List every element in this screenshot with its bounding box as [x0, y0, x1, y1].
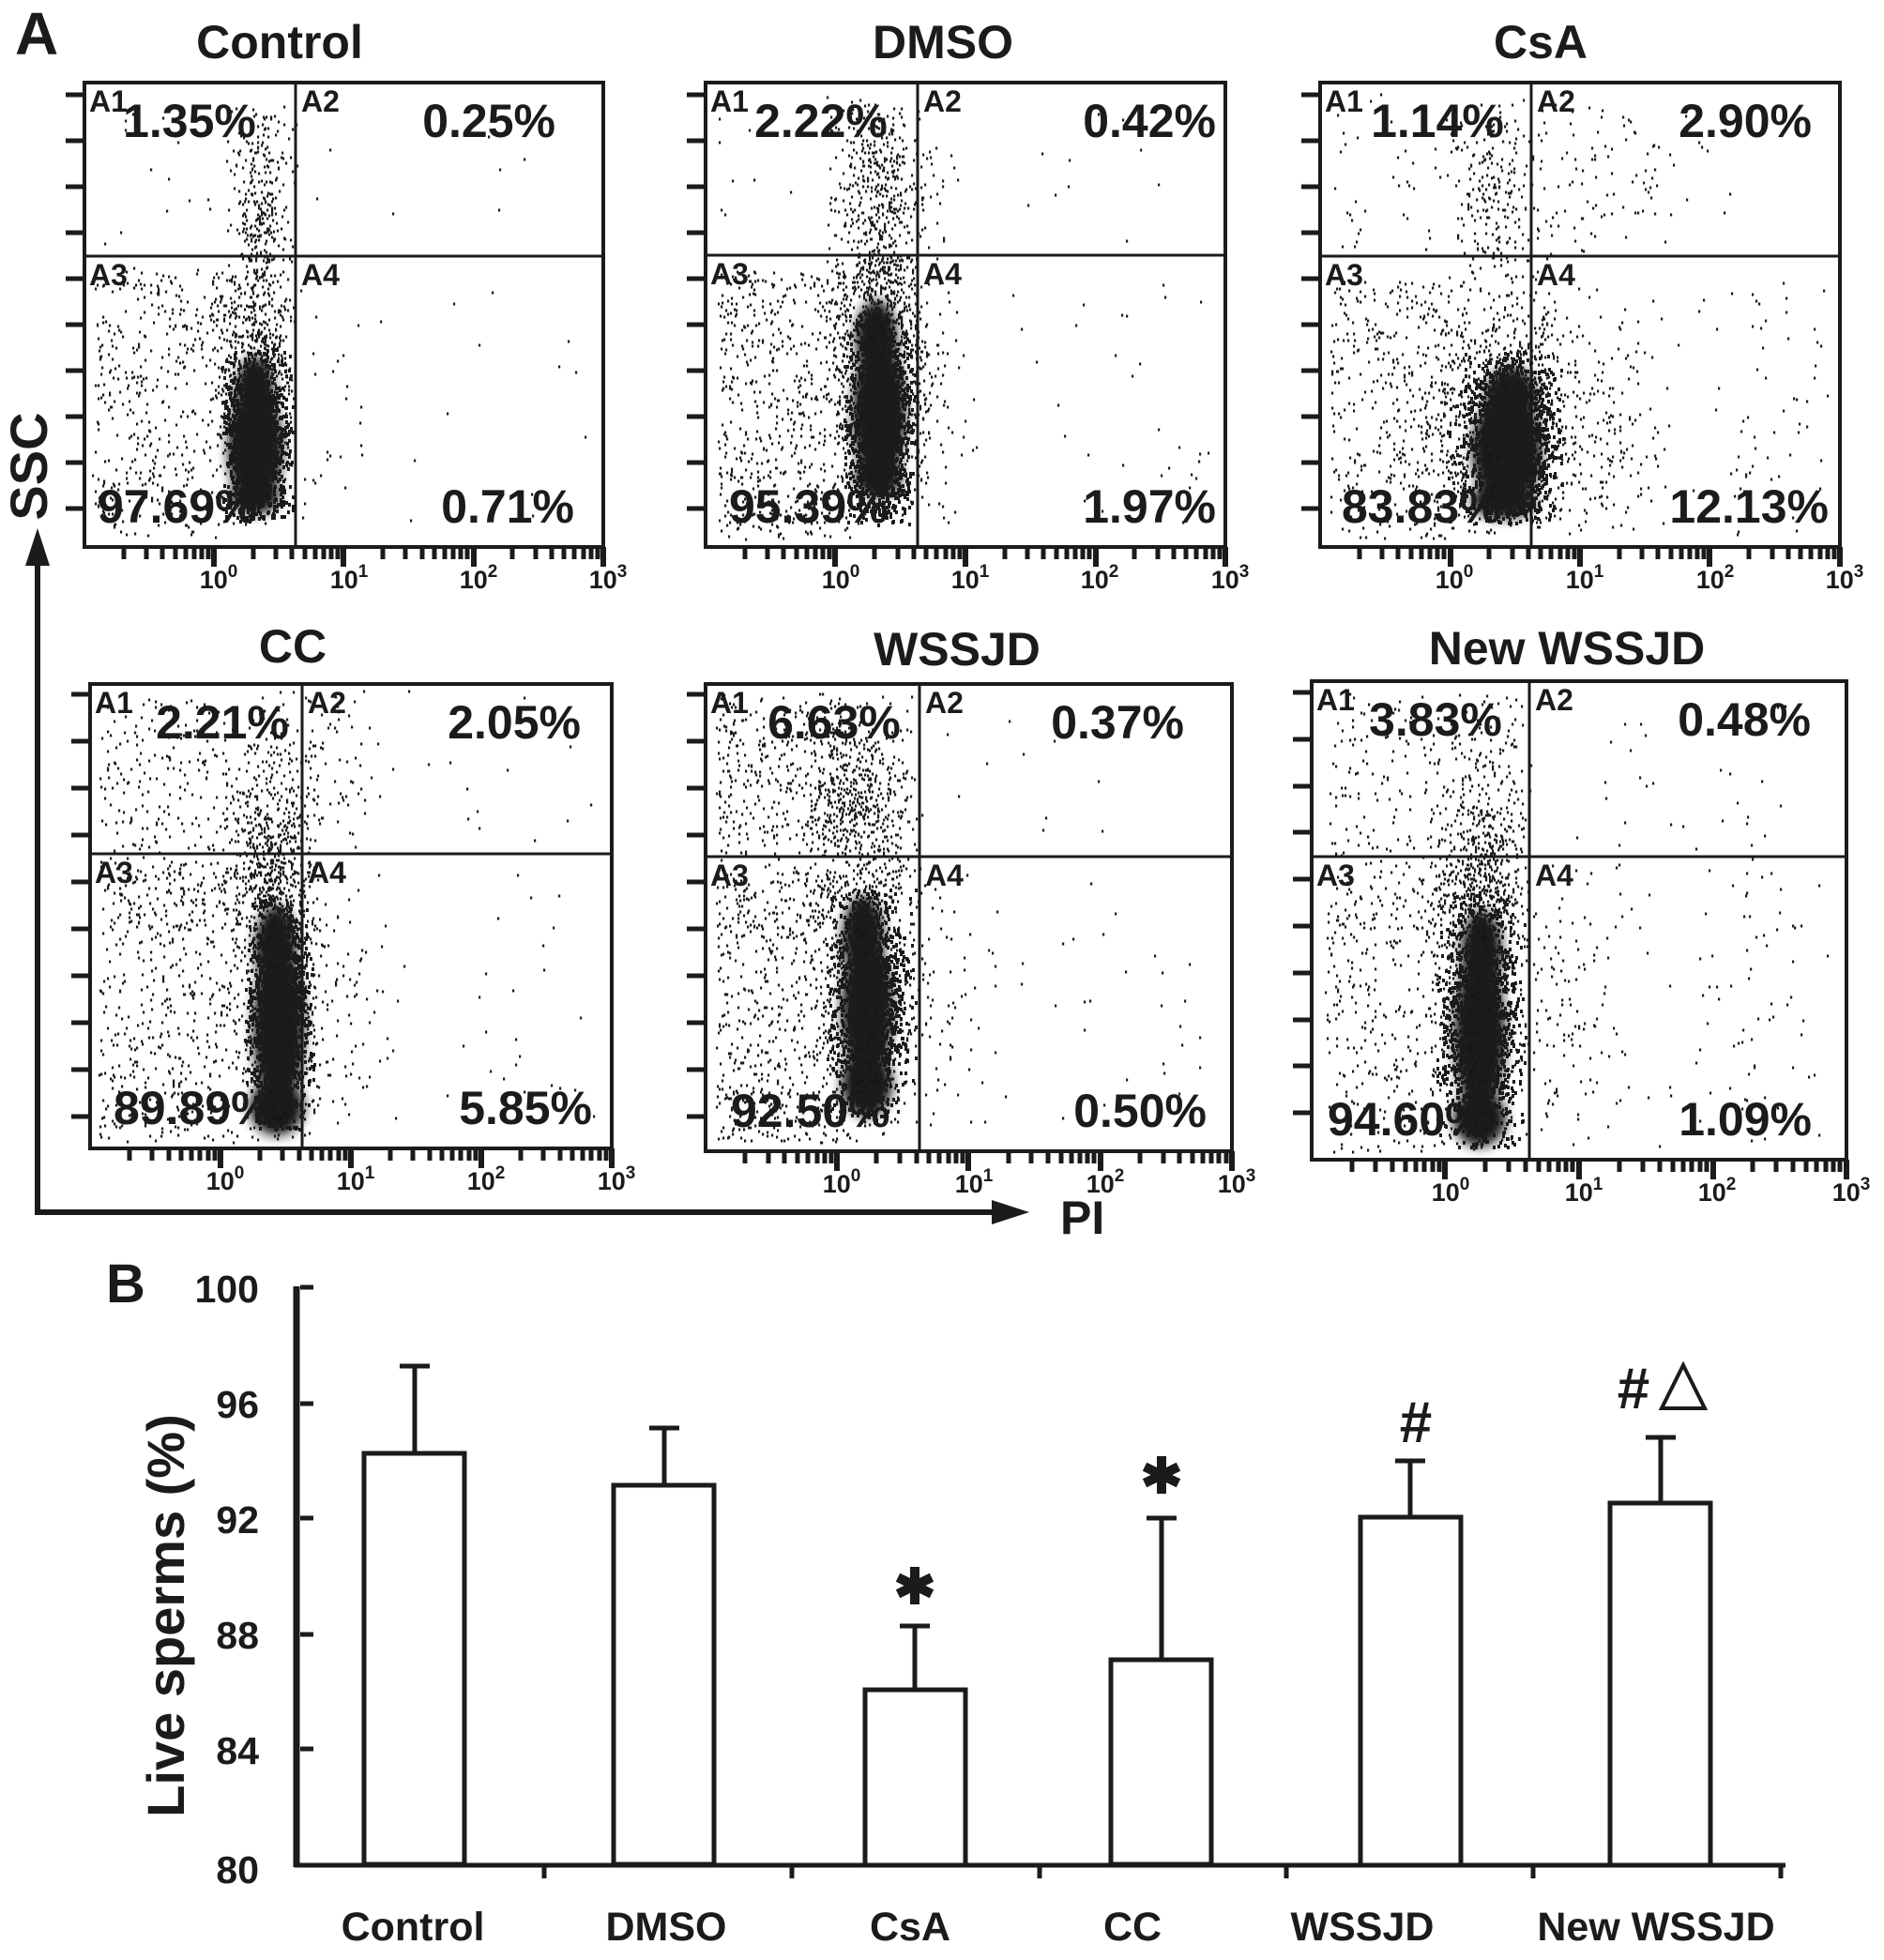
svg-text:A3: A3	[710, 257, 749, 291]
svg-text:92: 92	[216, 1498, 259, 1542]
svg-text:A1: A1	[710, 84, 749, 118]
svg-text:SSC: SSC	[0, 412, 58, 520]
svg-text:96: 96	[216, 1383, 259, 1426]
svg-text:Control: Control	[196, 16, 363, 68]
svg-text:Control: Control	[342, 1905, 485, 1950]
svg-text:103: 103	[1211, 562, 1250, 594]
svg-text:A2: A2	[923, 84, 962, 118]
svg-text:A2: A2	[1537, 84, 1575, 118]
svg-text:WSSJD: WSSJD	[1291, 1905, 1435, 1950]
svg-text:2.05%: 2.05%	[448, 696, 581, 749]
svg-text:83.83%: 83.83%	[1342, 480, 1501, 533]
svg-text:A3: A3	[1316, 858, 1355, 892]
svg-text:A3: A3	[89, 258, 128, 292]
svg-text:CC: CC	[1103, 1905, 1162, 1950]
svg-text:A4: A4	[308, 856, 346, 889]
svg-text:#: #	[1400, 1390, 1432, 1455]
svg-text:A3: A3	[1325, 258, 1363, 292]
svg-text:A3: A3	[710, 858, 749, 892]
svg-text:A3: A3	[95, 856, 133, 889]
svg-text:5.85%: 5.85%	[459, 1082, 592, 1134]
svg-text:A2: A2	[308, 686, 346, 720]
svg-text:DMSO: DMSO	[606, 1905, 727, 1950]
svg-text:A4: A4	[925, 858, 964, 892]
svg-text:3.83%: 3.83%	[1369, 693, 1502, 746]
svg-text:PI: PI	[1060, 1192, 1104, 1244]
svg-text:A1: A1	[710, 686, 749, 720]
svg-text:100: 100	[195, 1268, 259, 1311]
svg-text:89.89%: 89.89%	[114, 1082, 273, 1134]
svg-text:101: 101	[330, 562, 369, 594]
svg-text:1.14%: 1.14%	[1371, 95, 1504, 147]
svg-text:1.97%: 1.97%	[1083, 480, 1216, 533]
svg-text:A1: A1	[95, 686, 133, 720]
svg-text:95.39%: 95.39%	[729, 480, 889, 533]
svg-text:0.25%: 0.25%	[422, 95, 555, 147]
svg-text:2.21%: 2.21%	[156, 696, 289, 749]
svg-text:1.09%: 1.09%	[1679, 1093, 1812, 1146]
svg-text:97.69%: 97.69%	[98, 480, 257, 533]
svg-text:New WSSJD: New WSSJD	[1429, 622, 1706, 675]
svg-text:CC: CC	[259, 620, 327, 673]
svg-text:101: 101	[951, 562, 990, 594]
svg-text:88: 88	[216, 1614, 259, 1657]
svg-text:A1: A1	[1325, 84, 1363, 118]
svg-text:A4: A4	[301, 258, 340, 292]
svg-text:1.35%: 1.35%	[123, 95, 256, 147]
svg-text:0.48%: 0.48%	[1678, 693, 1811, 746]
svg-text:6.63%: 6.63%	[767, 696, 901, 749]
svg-text:A2: A2	[301, 84, 340, 118]
svg-text:0.50%: 0.50%	[1073, 1085, 1207, 1137]
svg-text:A4: A4	[923, 257, 962, 291]
svg-text:84: 84	[216, 1729, 259, 1772]
svg-text:A1: A1	[89, 84, 128, 118]
svg-text:12.13%: 12.13%	[1669, 480, 1829, 533]
svg-text:#: #	[1618, 1357, 1649, 1421]
svg-text:Live sperms (%): Live sperms (%)	[136, 1414, 195, 1817]
svg-text:A: A	[15, 0, 58, 68]
svg-text:101: 101	[1565, 1175, 1603, 1207]
svg-text:CsA: CsA	[1494, 16, 1588, 68]
svg-text:2.90%: 2.90%	[1679, 95, 1812, 147]
svg-text:94.60%: 94.60%	[1328, 1093, 1487, 1146]
svg-text:A4: A4	[1537, 258, 1575, 292]
svg-text:80: 80	[216, 1848, 259, 1892]
svg-text:DMSO: DMSO	[873, 16, 1013, 68]
svg-text:A2: A2	[925, 686, 964, 720]
svg-text:0.42%: 0.42%	[1083, 95, 1216, 147]
svg-text:92.50%: 92.50%	[731, 1085, 890, 1137]
svg-text:New WSSJD: New WSSJD	[1537, 1905, 1774, 1950]
svg-text:WSSJD: WSSJD	[874, 623, 1041, 676]
svg-text:2.22%: 2.22%	[754, 95, 888, 147]
svg-text:B: B	[106, 1253, 145, 1314]
svg-text:A4: A4	[1535, 858, 1573, 892]
svg-text:0.37%: 0.37%	[1051, 696, 1184, 749]
svg-text:102: 102	[1081, 562, 1119, 594]
svg-text:CsA: CsA	[870, 1905, 950, 1950]
svg-text:A1: A1	[1316, 683, 1355, 717]
svg-text:0.71%: 0.71%	[441, 480, 574, 533]
svg-text:A2: A2	[1535, 683, 1573, 717]
